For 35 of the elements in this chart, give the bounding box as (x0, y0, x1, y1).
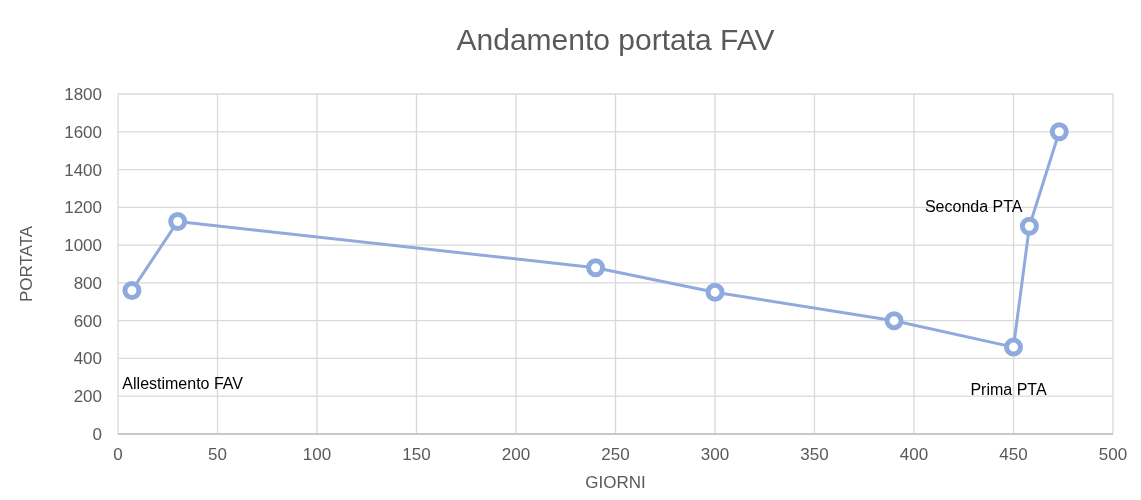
x-tick-label: 350 (800, 445, 829, 464)
y-tick-label: 1000 (64, 236, 102, 256)
x-tick-label: 450 (999, 445, 1028, 464)
point (705, 282, 725, 302)
point (168, 212, 188, 231)
x-tick-label: 250 (601, 445, 630, 464)
y-tick-label: 1400 (64, 160, 102, 180)
y-tick-label: 600 (73, 311, 102, 331)
y-tick-label: 800 (73, 273, 102, 293)
y-tick-label: 1800 (64, 84, 102, 104)
point (1049, 122, 1069, 142)
y-tick-label: 1600 (64, 122, 102, 142)
x-tick-label: 300 (700, 445, 730, 464)
annotation: Allestimento FAV (122, 374, 244, 392)
x-tick-label: 400 (899, 445, 929, 464)
x-tick-label: 150 (402, 445, 431, 464)
y-tick-label: 400 (73, 349, 102, 369)
chart-title: Andamento portata FAV (456, 23, 775, 56)
x-tick-label: 100 (302, 445, 332, 464)
x-tick-label: 500 (1098, 445, 1128, 464)
y-axis-title: PORTATA (17, 225, 36, 303)
x-tick-label: 200 (501, 445, 531, 464)
y-tick-label: 0 (92, 424, 102, 444)
x-axis-title: GIORNI (585, 473, 646, 492)
point (884, 311, 904, 331)
point (1019, 216, 1039, 236)
annotation: Prima PTA (970, 381, 1047, 399)
point (122, 280, 142, 300)
y-tick-label: 200 (73, 387, 102, 407)
y-tick-label: 1200 (64, 198, 102, 218)
x-tick-label: 0 (113, 445, 123, 464)
point (586, 258, 606, 278)
annotation: Seconda PTA (924, 197, 1023, 215)
point (1004, 337, 1023, 357)
x-tick-label: 50 (208, 445, 227, 464)
